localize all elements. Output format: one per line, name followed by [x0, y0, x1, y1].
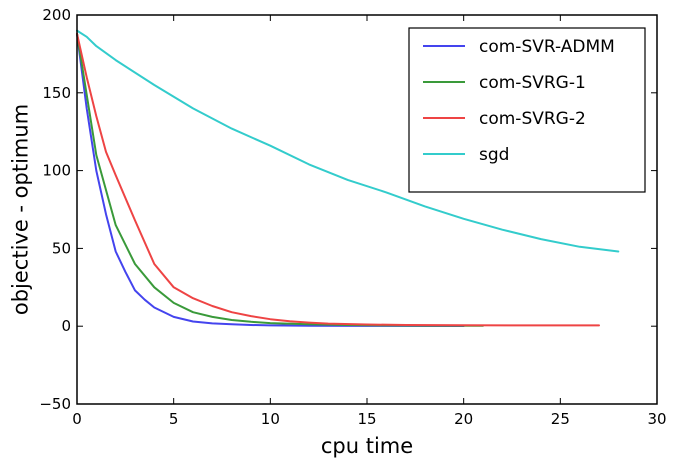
x-tick-label: 20	[454, 410, 473, 428]
x-tick-label: 25	[551, 410, 570, 428]
series-line-2	[76, 32, 600, 327]
y-axis-label: objective - optimum	[8, 104, 32, 315]
x-tick-label: 5	[169, 410, 179, 428]
legend-label-2: com-SVRG-2	[479, 109, 586, 129]
y-tick-label: 200	[42, 6, 71, 24]
y-tick-label: 50	[52, 239, 71, 257]
series-lines	[76, 29, 620, 327]
legend-label-0: com-SVR-ADMM	[479, 37, 615, 57]
legend-box	[408, 27, 646, 193]
x-tick-label: 10	[261, 410, 280, 428]
y-tick-label: 100	[42, 162, 71, 180]
x-tick-label: 0	[72, 410, 82, 428]
y-tick-label: 150	[42, 84, 71, 102]
legend-label-3: sgd	[479, 145, 509, 165]
series-line-3	[76, 29, 620, 253]
y-tick-label: 0	[61, 317, 71, 335]
legend: com-SVR-ADMM com-SVRG-1 com-SVRG-2 sgd	[408, 27, 646, 193]
series-line-0	[76, 32, 465, 327]
x-tick-label: 30	[647, 410, 666, 428]
x-tick-label: 15	[357, 410, 376, 428]
y-tick-label: −50	[39, 395, 71, 413]
x-axis-label: cpu time	[321, 434, 413, 458]
legend-label-1: com-SVRG-1	[479, 73, 586, 93]
